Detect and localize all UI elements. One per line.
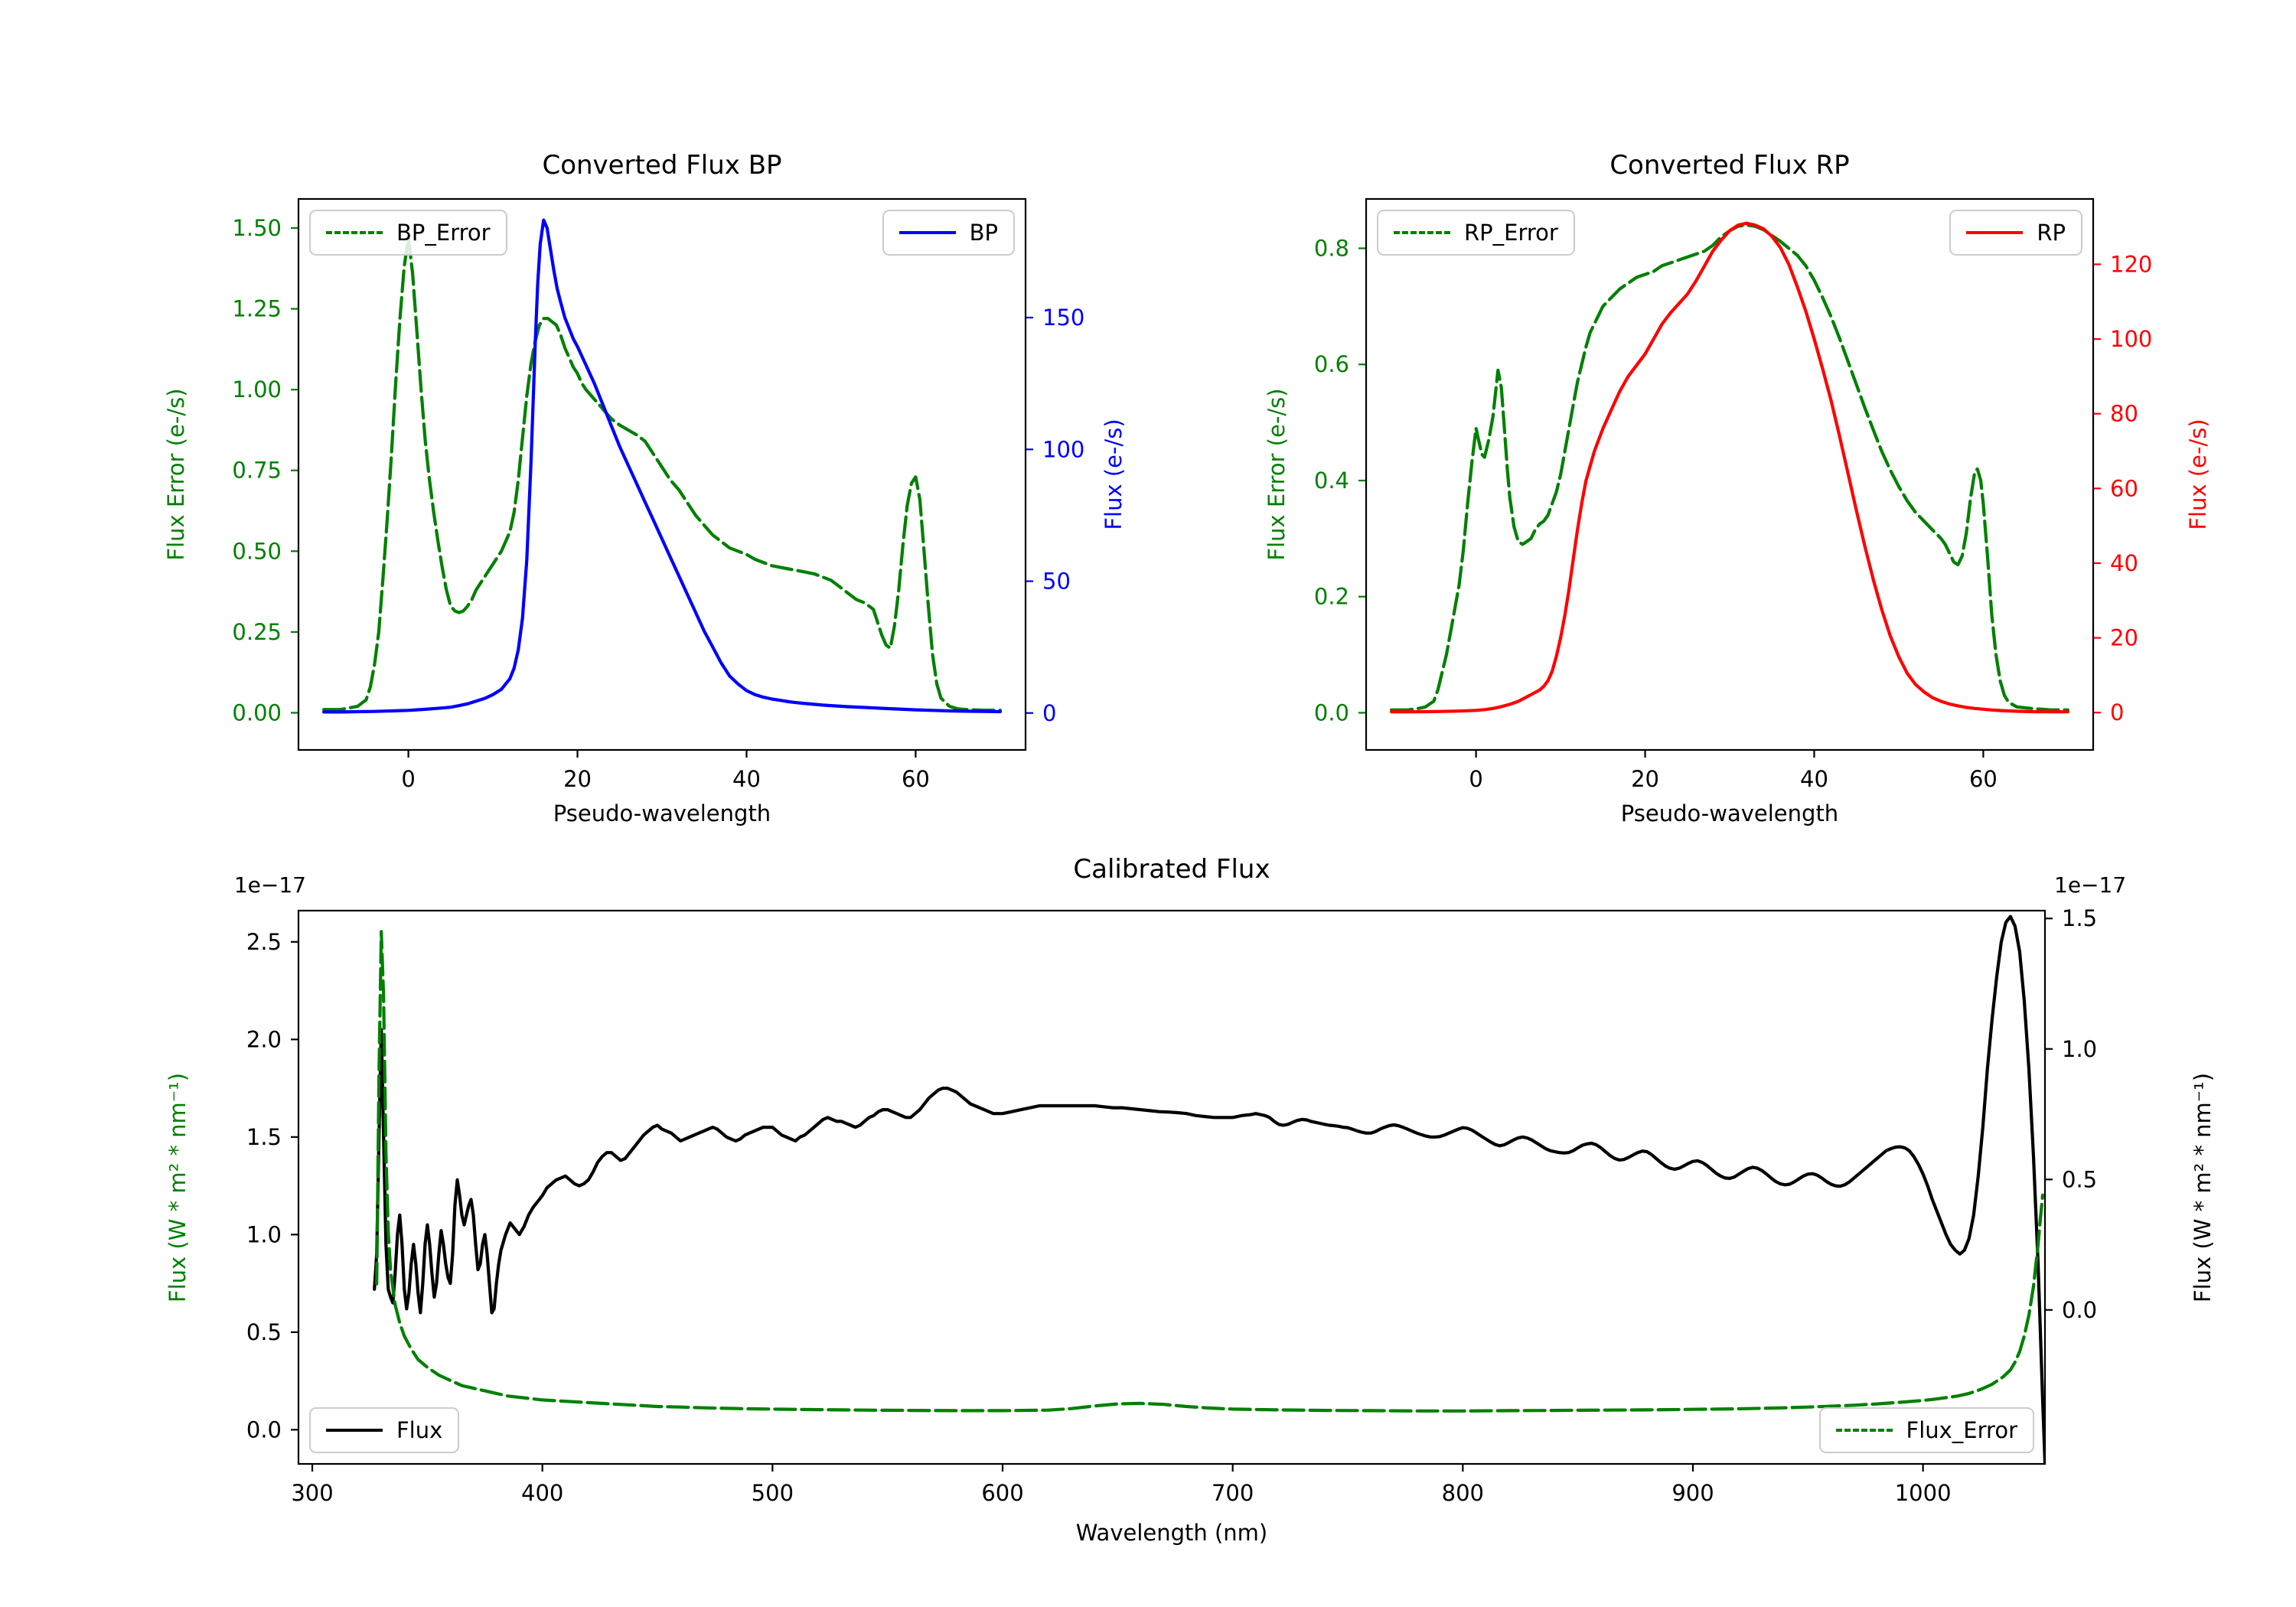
right-tick-label: 1.0	[2062, 1036, 2097, 1062]
right-tick-label: 80	[2110, 401, 2138, 427]
x-tick-label: 60	[902, 766, 930, 792]
left-tick-label: 0.5	[246, 1319, 282, 1345]
flux-legend: Flux	[309, 1407, 460, 1453]
cal-plot-title: Calibrated Flux	[1073, 854, 1270, 885]
x-tick-label: 800	[1442, 1480, 1484, 1506]
bp-plot-title: Converted Flux BP	[542, 150, 782, 181]
left-tick-label: 2.5	[246, 929, 282, 955]
rp-right-yaxis-label: Flux (e-/s)	[2185, 419, 2211, 530]
rp-error-line	[1390, 223, 2069, 712]
bp-plot-area: 0 20 40 60 0.00 0.25 0.50 0.75 1.00 1.25 1.50 0 50 10…	[232, 197, 1084, 792]
legend-label: BP_Error	[396, 220, 491, 246]
legend-label: BP	[969, 220, 998, 246]
cal-spines	[297, 909, 2047, 1465]
right-tick-label: 0	[1042, 700, 1056, 726]
rp-line	[1390, 221, 2069, 714]
x-tick-label: 600	[981, 1480, 1023, 1506]
rp-legend: RP	[1949, 210, 2082, 256]
rp-xaxis-label: Pseudo-wavelength	[1620, 800, 1839, 826]
left-tick-label: 0.6	[1314, 351, 1349, 377]
bp-error-line	[322, 236, 1002, 712]
right-tick-label: 1.5	[2062, 905, 2097, 931]
legend-label: Flux_Error	[1906, 1417, 2017, 1443]
x-tick-label: 0	[401, 766, 415, 792]
right-tick-label: 100	[1042, 436, 1084, 462]
bp-error-legend: BP_Error	[309, 210, 507, 256]
left-tick-label: 0.0	[1314, 699, 1349, 725]
x-tick-label: 1000	[1895, 1480, 1952, 1506]
cal-plot-area: 300 400 500 600 700 800 900 1000 0.0 0.5 1.0 1.5 2.0…	[246, 905, 2097, 1506]
right-tick-label: 0	[2110, 699, 2124, 725]
bp-legend: BP	[882, 210, 1015, 256]
rp-error-legend: RP_Error	[1377, 210, 1575, 256]
flux-line	[373, 914, 2045, 1464]
cal-right-offset-text: 1e−17	[2054, 872, 2127, 898]
left-tick-label: 1.5	[246, 1124, 282, 1150]
legend-label: RP_Error	[1464, 220, 1558, 246]
x-tick-label: 60	[1969, 766, 1998, 792]
right-tick-label: 40	[2110, 550, 2138, 576]
right-tick-label: 120	[2110, 251, 2152, 277]
x-tick-label: 400	[521, 1480, 563, 1506]
legend-line-sample	[1394, 231, 1450, 234]
left-tick-label: 0.25	[232, 619, 282, 645]
x-tick-label: 0	[1469, 766, 1482, 792]
left-tick-label: 1.0	[246, 1221, 282, 1247]
bp-right-yaxis-label: Flux (e-/s)	[1101, 419, 1127, 530]
rp-left-yaxis-label: Flux Error (e-/s)	[1264, 388, 1290, 561]
rp-spines	[1365, 197, 2095, 751]
legend-label: RP	[2037, 220, 2066, 246]
x-tick-label: 40	[732, 766, 761, 792]
x-tick-label: 300	[291, 1480, 333, 1506]
x-tick-label: 40	[1800, 766, 1828, 792]
right-tick-label: 60	[2110, 475, 2138, 501]
left-tick-label: 0.0	[246, 1416, 282, 1442]
cal-left-yaxis-label: Flux (W * m² * nm⁻¹)	[165, 1072, 191, 1303]
left-tick-label: 0.4	[1314, 468, 1349, 494]
right-tick-label: 100	[2110, 326, 2152, 352]
left-tick-label: 1.00	[232, 376, 282, 403]
bp-line	[322, 218, 1002, 714]
legend-line-sample	[326, 1429, 383, 1432]
x-tick-label: 20	[563, 766, 592, 792]
right-tick-label: 150	[1042, 305, 1084, 331]
cal-left-offset-text: 1e−17	[233, 872, 306, 898]
x-tick-label: 500	[752, 1480, 794, 1506]
left-tick-label: 0.75	[232, 458, 282, 484]
right-tick-label: 50	[1042, 569, 1071, 595]
rp-plot-title: Converted Flux RP	[1609, 150, 1850, 181]
legend-line-sample	[1966, 231, 2024, 234]
legend-line-sample	[326, 231, 383, 234]
flux-error-line	[375, 930, 2045, 1413]
legend-line-sample	[899, 231, 956, 234]
left-tick-label: 1.25	[232, 296, 282, 322]
cal-right-yaxis-label: Flux (W * m² * nm⁻¹)	[2190, 1072, 2216, 1303]
left-tick-label: 0.2	[1314, 584, 1349, 610]
right-tick-label: 0.0	[2062, 1297, 2097, 1323]
legend-line-sample	[1835, 1429, 1893, 1432]
bp-spines	[297, 197, 1027, 751]
right-tick-label: 20	[2110, 625, 2138, 651]
left-tick-label: 1.50	[232, 215, 282, 241]
left-tick-label: 0.8	[1314, 235, 1349, 261]
bp-left-yaxis-label: Flux Error (e-/s)	[163, 388, 189, 561]
left-tick-label: 2.0	[246, 1026, 282, 1052]
right-tick-label: 0.5	[2062, 1166, 2097, 1192]
left-tick-label: 0.50	[232, 538, 282, 564]
legend-label: Flux	[396, 1417, 443, 1443]
cal-xaxis-label: Wavelength (nm)	[1075, 1520, 1268, 1546]
rp-plot-area: 0 20 40 60 0.0 0.2 0.4 0.6 0.8 0 20 40 60 80 100 120	[1314, 197, 2152, 792]
flux-error-legend: Flux_Error	[1818, 1407, 2034, 1453]
x-tick-label: 700	[1212, 1480, 1254, 1506]
bp-xaxis-label: Pseudo-wavelength	[553, 800, 771, 826]
x-tick-label: 20	[1631, 766, 1659, 792]
x-tick-label: 900	[1671, 1480, 1714, 1506]
left-tick-label: 0.00	[232, 699, 282, 725]
